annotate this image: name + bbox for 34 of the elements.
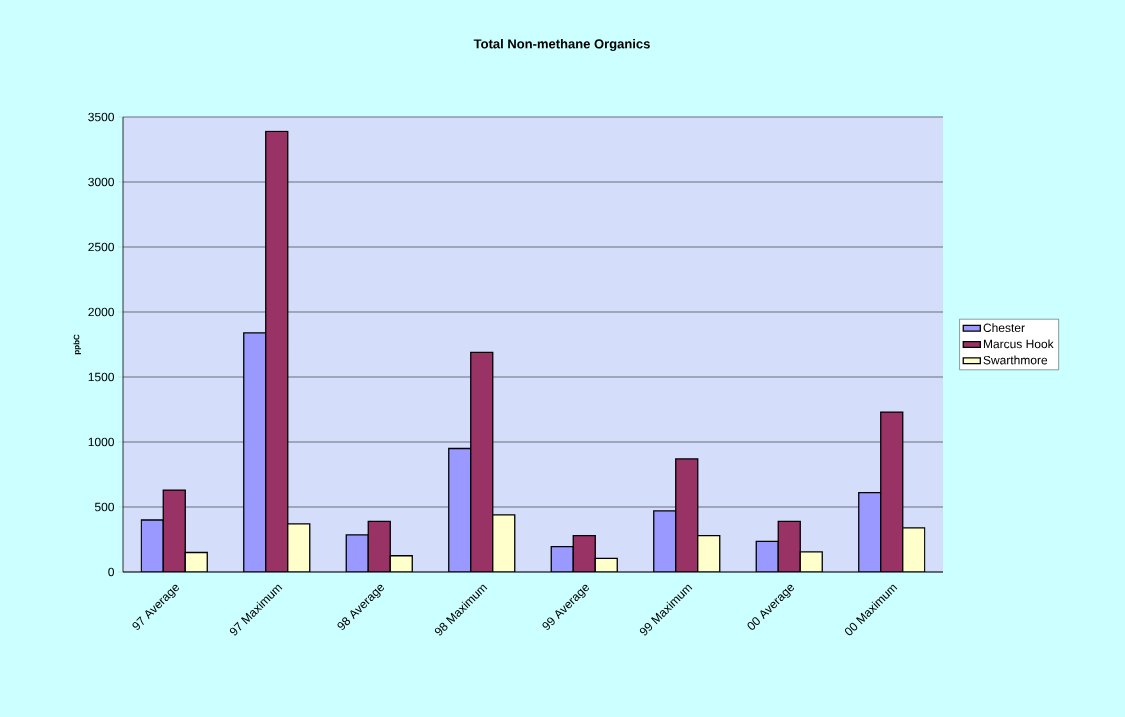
- legend-label: Chester: [983, 323, 1025, 332]
- bar: [653, 510, 677, 572]
- y-tick-label: 2500: [88, 242, 115, 252]
- bar: [243, 332, 267, 572]
- y-tick-label: 2000: [88, 307, 115, 317]
- chart-title: Total Non-methane Organics: [473, 38, 650, 52]
- bar: [162, 489, 186, 572]
- bar: [777, 520, 801, 572]
- bar: [470, 351, 494, 572]
- bar: [345, 534, 369, 572]
- bar: [675, 458, 699, 572]
- bar: [367, 520, 391, 572]
- y-tick-label: 3000: [88, 177, 115, 187]
- legend-label: Swarthmore: [983, 355, 1048, 365]
- bar: [880, 411, 904, 572]
- bar: [492, 514, 516, 572]
- y-axis-title: ppbC: [73, 334, 81, 355]
- bar: [858, 492, 882, 572]
- y-tick-label: 3500: [88, 112, 115, 122]
- legend-label: Marcus Hook: [983, 339, 1054, 349]
- bar: [448, 447, 472, 572]
- bar: [902, 527, 926, 572]
- bar: [572, 534, 596, 572]
- bar: [550, 545, 574, 572]
- y-tick-label: 1500: [88, 372, 115, 382]
- y-tick-label: 0: [108, 567, 115, 577]
- bar: [755, 540, 779, 572]
- bar: [697, 534, 721, 572]
- bar: [287, 523, 311, 572]
- y-tick-label: 500: [94, 502, 115, 512]
- bar: [799, 551, 823, 572]
- bar: [265, 130, 289, 572]
- bar: [140, 519, 164, 572]
- y-tick-label: 1000: [88, 437, 115, 447]
